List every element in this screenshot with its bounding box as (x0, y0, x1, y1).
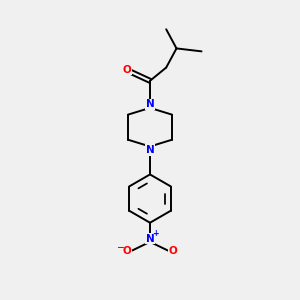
Text: N: N (146, 234, 154, 244)
Text: −: − (117, 243, 124, 252)
Text: O: O (123, 64, 132, 75)
Text: N: N (146, 145, 154, 155)
Text: O: O (168, 246, 177, 256)
Text: O: O (123, 246, 132, 256)
Text: N: N (146, 99, 154, 110)
Text: +: + (153, 229, 159, 238)
